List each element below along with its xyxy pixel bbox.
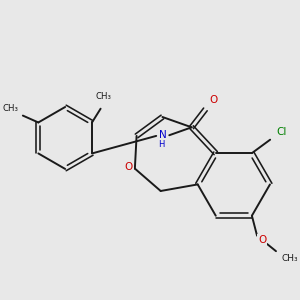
- Text: O: O: [124, 162, 133, 172]
- Text: CH₃: CH₃: [281, 254, 298, 262]
- Text: O: O: [258, 235, 266, 245]
- Text: O: O: [209, 95, 218, 105]
- Text: CH₃: CH₃: [2, 103, 18, 112]
- Text: Cl: Cl: [276, 127, 286, 137]
- Text: N: N: [158, 130, 166, 140]
- Text: CH₃: CH₃: [95, 92, 111, 101]
- Text: H: H: [158, 140, 165, 149]
